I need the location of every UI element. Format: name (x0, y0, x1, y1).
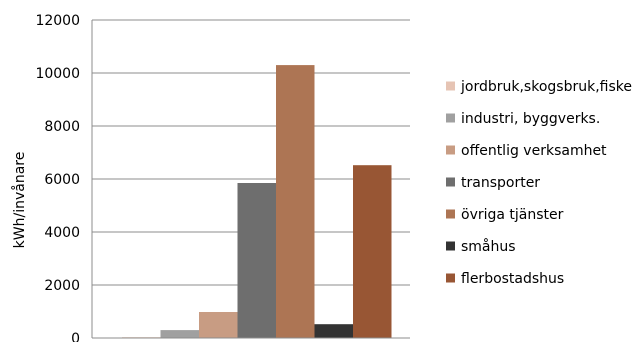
bar (199, 312, 238, 338)
y-tick-label: 8000 (44, 119, 80, 135)
legend: jordbruk,skogsbruk,fiske industri, byggve… (446, 79, 632, 287)
y-tick-label: 0 (71, 331, 80, 342)
legend-label: industri, byggverks. (461, 111, 600, 127)
legend-label: övriga tjänster (461, 207, 564, 223)
legend-swatch (446, 145, 455, 155)
bar (237, 183, 276, 338)
legend-swatch (446, 241, 455, 251)
bar (314, 324, 353, 338)
legend-label: offentlig verksamhet (461, 143, 607, 159)
bars (122, 65, 392, 338)
y-tick-label: 2000 (44, 278, 80, 294)
bar (353, 165, 392, 338)
legend-swatch (446, 273, 455, 283)
bar (160, 330, 199, 338)
bar (276, 65, 315, 338)
y-tick-labels: 0 2000 4000 6000 8000 10000 12000 (35, 13, 80, 342)
legend-label: flerbostadshus (461, 271, 564, 287)
legend-label: småhus (461, 238, 516, 255)
legend-label: jordbruk,skogsbruk,fiske (460, 79, 632, 95)
legend-swatch (446, 209, 455, 219)
legend-swatch (446, 113, 455, 123)
y-tick-label: 10000 (35, 66, 80, 82)
legend-swatch (446, 177, 455, 187)
y-tick-label: 4000 (44, 225, 80, 241)
axes (91, 20, 410, 339)
y-tick-label: 12000 (35, 13, 80, 29)
legend-label: transporter (461, 175, 540, 191)
y-axis-label: kWh/invånare (11, 152, 28, 249)
y-tick-label: 6000 (44, 172, 80, 188)
legend-swatch (446, 81, 455, 91)
